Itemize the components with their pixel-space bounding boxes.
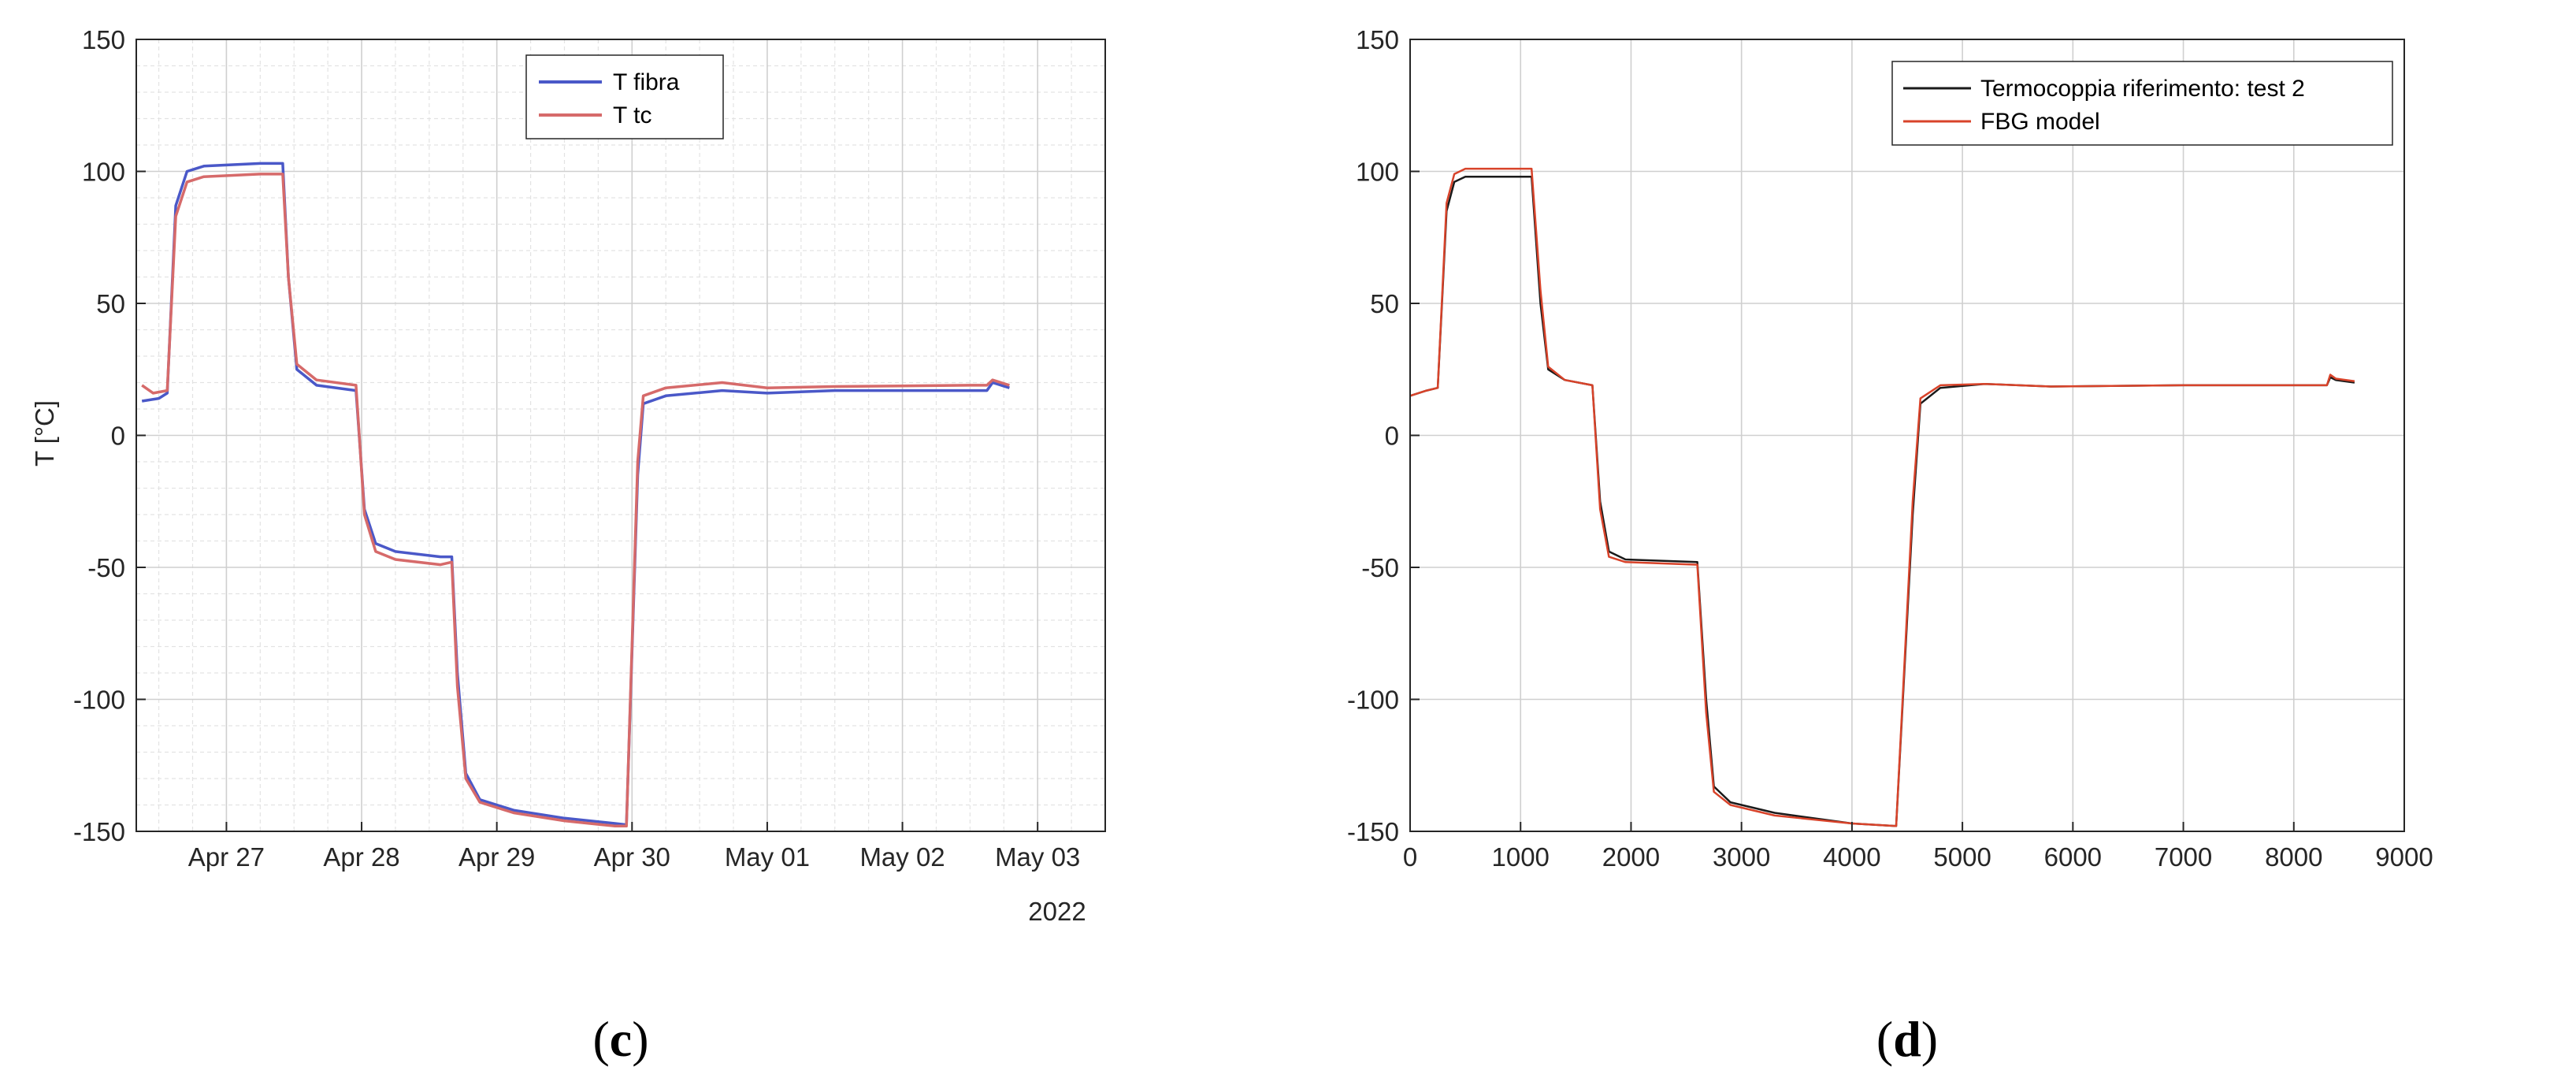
x-tick-label: 0	[1403, 842, 1417, 872]
chart-c-caption-open: (	[592, 1011, 609, 1067]
chart-d-legend-fbg-model: FBG model	[1980, 109, 2100, 135]
x-tick-label: Apr 30	[594, 842, 670, 872]
x-tick-label: Apr 28	[323, 842, 399, 872]
chart-c-caption-letter: c	[610, 1011, 632, 1067]
chart-d-x-ticks: 0 1000 2000 3000 4000 5000 6000 7000 8000 9000	[1403, 822, 2433, 872]
x-tick-label: 9000	[2375, 842, 2433, 872]
x-tick-label: 8000	[2265, 842, 2322, 872]
chart-c-series	[141, 162, 1010, 828]
y-tick-label: 100	[1356, 158, 1399, 187]
chart-c-y-axis-label: T [°C]	[30, 400, 59, 467]
x-tick-label: Apr 29	[458, 842, 535, 872]
x-tick-label: 6000	[2044, 842, 2102, 872]
x-tick-label: May 01	[725, 842, 810, 872]
y-tick-label: 50	[96, 289, 125, 318]
chart-c-x-ticks: Apr 27 Apr 28 Apr 29 Apr 30 May 01 May 02 May …	[188, 822, 1080, 872]
y-tick-label: 0	[111, 422, 125, 451]
chart-c-legend-t-tc: T tc	[613, 102, 651, 128]
chart-d-y-ticks: -150 -100 -50 0 50 100 150	[1347, 25, 1420, 846]
y-tick-label: -100	[1347, 686, 1399, 715]
series-line-fbg-model	[1409, 167, 2355, 827]
chart-d-legend-termocoppia: Termocoppia riferimento: test 2	[1980, 76, 2305, 102]
x-tick-label: 7000	[2155, 842, 2212, 872]
x-tick-label: May 03	[995, 842, 1080, 872]
y-tick-label: 100	[82, 158, 125, 187]
x-tick-label: 1000	[1492, 842, 1550, 872]
y-tick-label: 50	[1370, 289, 1399, 318]
x-tick-label: Apr 27	[188, 842, 265, 872]
series-line-t-tc	[141, 173, 1010, 828]
x-tick-label: 4000	[1823, 842, 1880, 872]
chart-c-x-secondary-label: 2022	[1028, 897, 1086, 926]
x-tick-label: 5000	[1933, 842, 1991, 872]
y-tick-label: -50	[87, 553, 125, 582]
chart-d-series	[1409, 167, 2355, 827]
chart-d-legend: Termocoppia riferimento: test 2 FBG mode…	[1891, 61, 2393, 146]
x-tick-label: May 02	[859, 842, 945, 872]
y-tick-label: -100	[73, 686, 125, 715]
chart-d-caption: (d)	[1876, 1011, 1938, 1067]
y-tick-label: -150	[1347, 817, 1399, 846]
chart-d-caption-letter: d	[1893, 1011, 1921, 1067]
y-tick-label: -50	[1361, 553, 1399, 582]
x-tick-label: 3000	[1713, 842, 1770, 872]
chart-c-caption-close: )	[632, 1011, 648, 1067]
chart-c-legend-box	[525, 54, 724, 139]
chart-d-legend-box	[1891, 61, 2393, 146]
chart-c-legend-t-fibra: T fibra	[613, 69, 680, 95]
chart-d-caption-close: )	[1921, 1011, 1938, 1067]
y-tick-label: -150	[73, 817, 125, 846]
y-tick-label: 150	[1356, 25, 1399, 54]
chart-d-caption-open: (	[1876, 1011, 1893, 1067]
chart-c-caption: (c)	[592, 1011, 648, 1067]
x-tick-label: 2000	[1602, 842, 1660, 872]
chart-d: -150 -100 -50 0 50 100 150 0 1000 2000 3000 4000 50…	[1347, 25, 2433, 1067]
chart-c-y-ticks: -150 -100 -50 0 50 100 150	[73, 25, 146, 846]
chart-c-legend: T fibra T tc	[525, 54, 724, 139]
y-tick-label: 0	[1385, 422, 1399, 451]
y-tick-label: 150	[82, 25, 125, 54]
